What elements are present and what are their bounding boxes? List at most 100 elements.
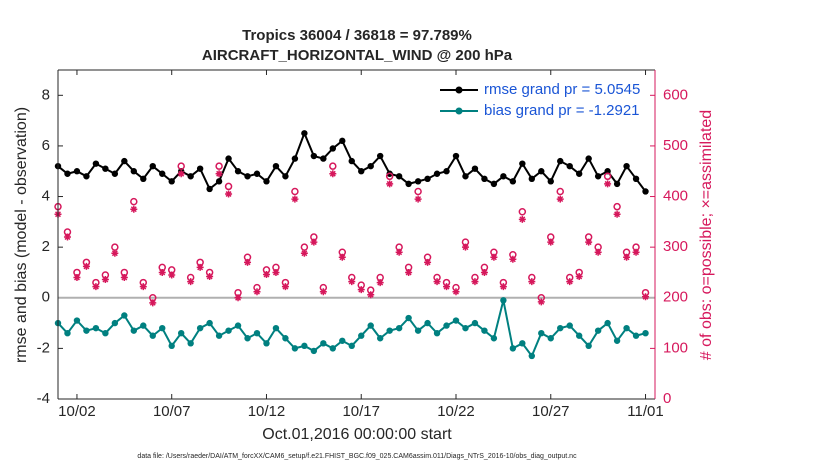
point: [320, 340, 327, 347]
assimilated-marker: [111, 249, 119, 257]
point: [206, 185, 213, 193]
point: [83, 173, 90, 180]
point: [301, 130, 308, 137]
point: [73, 168, 81, 175]
assimilated-marker: [642, 293, 650, 301]
point: [547, 178, 554, 185]
point: [234, 168, 242, 175]
point: [424, 175, 431, 183]
assimilated-marker: [338, 253, 346, 261]
point: [92, 324, 100, 332]
point: [538, 168, 545, 175]
point: [642, 330, 649, 337]
assimilated-marker: [319, 288, 327, 296]
point: [168, 342, 175, 350]
point: [623, 162, 630, 170]
point: [557, 324, 564, 332]
y-axis-label: rmse and bias (model - observation): [13, 107, 30, 363]
point: [509, 178, 517, 185]
assimilated-marker: [613, 210, 621, 218]
point: [272, 324, 280, 332]
point: [64, 330, 71, 337]
assimilated-marker: [73, 274, 81, 282]
y2-tick-label: 200: [663, 289, 688, 306]
assimilated-marker: [395, 248, 403, 256]
point: [405, 314, 412, 322]
point: [291, 155, 299, 162]
possible-marker: [613, 202, 621, 211]
assimilated-marker: [82, 262, 90, 270]
point: [594, 173, 602, 180]
possible-marker: [291, 187, 299, 196]
assimilated-marker: [480, 268, 488, 276]
possible-marker: [215, 162, 223, 170]
point: [358, 332, 365, 339]
point: [519, 340, 526, 347]
point: [528, 352, 536, 360]
point: [329, 345, 337, 352]
y2-tick-label: 0: [663, 390, 671, 407]
point: [225, 155, 232, 162]
point: [575, 170, 583, 177]
assimilated-marker: [556, 195, 564, 203]
point: [443, 322, 450, 329]
assimilated-marker: [623, 253, 631, 261]
assimilated-marker: [234, 294, 242, 302]
point: [244, 173, 251, 180]
point: [253, 330, 261, 337]
point: [424, 319, 431, 327]
y2-axis-label: # of obs: o=possible; ×=assimilated: [698, 110, 715, 360]
point: [272, 162, 280, 170]
point: [376, 335, 384, 342]
point: [519, 160, 526, 167]
point: [282, 173, 289, 180]
point: [367, 162, 374, 170]
point: [348, 342, 355, 350]
assimilated-marker: [291, 195, 299, 203]
point: [301, 342, 308, 350]
assimilated-marker: [585, 238, 593, 246]
point: [575, 332, 583, 339]
assimilated-marker: [215, 170, 223, 178]
point: [367, 322, 374, 329]
point: [159, 170, 166, 177]
point: [149, 332, 156, 339]
point: [471, 319, 479, 327]
assimilated-marker: [471, 278, 479, 286]
assimilated-marker: [452, 288, 460, 296]
assimilated-marker: [130, 205, 138, 213]
possible-marker: [224, 182, 233, 191]
assimilated-marker: [158, 268, 166, 276]
y-tick-label: -2: [37, 339, 50, 356]
point: [604, 319, 611, 327]
x-tick-label: 10/17: [342, 403, 380, 420]
x-axis-label: Oct.01,2016 00:00:00 start: [262, 426, 452, 443]
assimilated-marker: [244, 258, 252, 266]
assimilated-marker: [575, 273, 583, 281]
assimilated-marker: [149, 299, 157, 307]
point: [566, 322, 573, 329]
assimilated-marker: [300, 249, 308, 257]
point: [557, 157, 564, 165]
assimilated-marker: [92, 283, 100, 291]
assimilated-marker: [376, 279, 384, 287]
possible-marker: [329, 162, 337, 170]
assimilated-marker: [348, 278, 356, 286]
assimilated-marker: [329, 170, 337, 178]
y2-tick-label: 600: [663, 86, 688, 103]
point: [206, 319, 213, 327]
assimilated-marker: [566, 278, 574, 286]
assimilated-marker: [196, 263, 204, 271]
point: [215, 332, 223, 339]
assimilated-marker: [528, 278, 536, 286]
point: [632, 332, 640, 339]
assimilated-marker: [262, 270, 270, 278]
point: [168, 178, 175, 185]
assimilated-marker: [547, 238, 555, 246]
point: [253, 170, 261, 177]
point: [395, 324, 403, 332]
point: [376, 152, 384, 160]
x-tick-label: 10/02: [58, 403, 96, 420]
point: [490, 335, 498, 342]
y-tick-label: 4: [42, 188, 50, 205]
